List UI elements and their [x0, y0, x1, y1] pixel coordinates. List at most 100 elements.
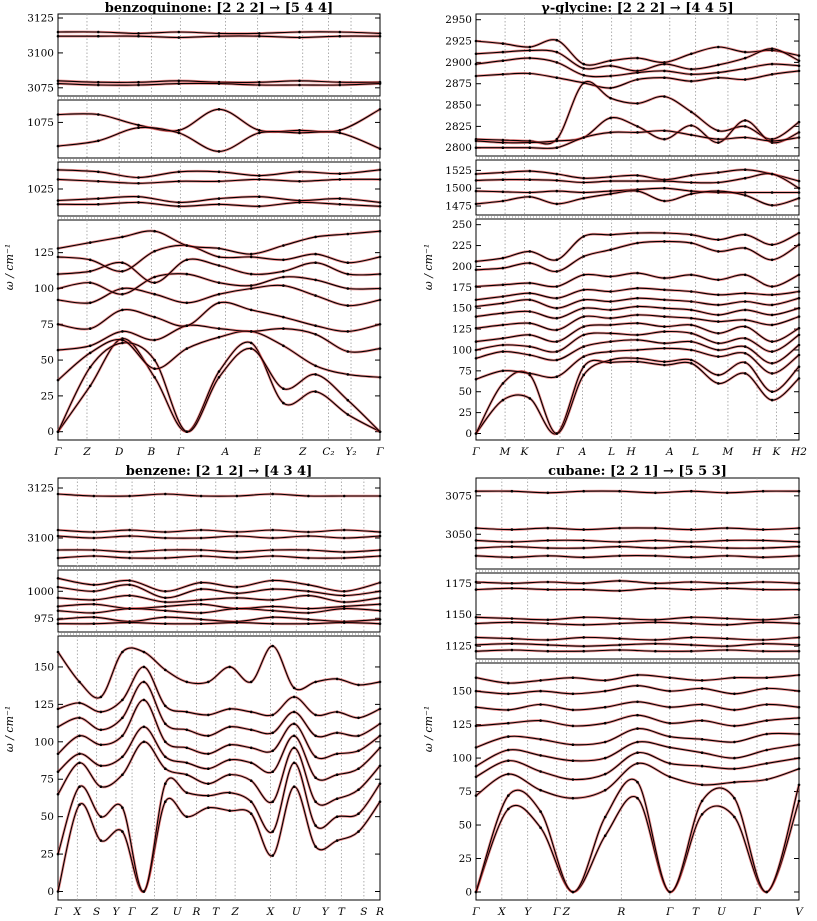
subplot-frame: [475, 477, 800, 570]
band-point: [765, 748, 768, 752]
band-point: [765, 778, 768, 781]
band-point: [346, 232, 350, 236]
band-point: [797, 59, 801, 62]
band-point: [528, 191, 532, 194]
band-point: [249, 728, 253, 732]
band-point: [298, 83, 301, 87]
y-tick-label: 75: [459, 365, 472, 377]
band-point: [603, 834, 607, 837]
band-point: [235, 585, 239, 589]
band-point: [733, 692, 736, 696]
band-point: [137, 201, 140, 204]
band-point: [292, 710, 296, 714]
band-point: [474, 315, 478, 318]
band-point: [555, 328, 559, 332]
band-line: [475, 580, 800, 584]
band-point: [56, 82, 60, 85]
band-point: [797, 705, 801, 709]
band-point: [217, 32, 221, 35]
band-point: [654, 539, 657, 542]
band-point: [636, 700, 639, 704]
band-point: [88, 327, 92, 330]
band-point: [177, 36, 181, 39]
band-point: [761, 556, 765, 559]
band-point: [690, 340, 693, 343]
band-point: [249, 255, 253, 259]
band-point: [92, 554, 96, 558]
band-point: [797, 179, 801, 183]
band-point: [88, 301, 92, 305]
band-line: [57, 529, 381, 533]
band-line: [57, 549, 381, 553]
band-point: [690, 580, 693, 584]
band-point: [56, 650, 60, 654]
x-tick-label: Γ: [555, 446, 564, 458]
band-point: [609, 175, 612, 179]
band-point: [258, 131, 261, 135]
band-point: [609, 358, 612, 362]
band-point: [582, 623, 585, 627]
band-point: [663, 186, 666, 190]
band-point: [770, 172, 774, 176]
band-point: [378, 255, 382, 259]
band-point: [663, 363, 666, 367]
subplot-frame: [475, 572, 800, 660]
band-point: [137, 195, 140, 198]
band-point: [271, 731, 275, 735]
band-point: [510, 540, 514, 544]
band-point: [121, 270, 124, 273]
band-point: [338, 129, 342, 132]
band-point: [258, 174, 261, 177]
band-point: [228, 758, 231, 762]
y-tick-label: 50: [41, 355, 54, 367]
band-point: [761, 539, 765, 542]
band-point: [717, 181, 720, 184]
band-point: [690, 616, 693, 619]
y-tick-label: 100: [34, 283, 54, 295]
band-point: [797, 273, 801, 277]
y-tick-label: 1075: [27, 117, 54, 129]
band-point: [501, 141, 505, 144]
band-point: [770, 204, 774, 207]
band-point: [636, 231, 639, 235]
band-point: [56, 298, 60, 302]
band-point: [717, 250, 720, 253]
band-point: [528, 146, 532, 149]
band-point: [378, 430, 382, 434]
band-point: [342, 621, 346, 624]
band-point: [555, 285, 559, 288]
band-point: [609, 316, 612, 320]
band-point: [555, 61, 559, 64]
band-point: [357, 830, 360, 833]
band-point: [346, 413, 350, 416]
band-point: [258, 205, 261, 208]
band-point: [314, 845, 317, 848]
band-point: [474, 775, 478, 779]
band-point: [797, 343, 801, 347]
band-point: [164, 536, 167, 540]
x-tick-label: L: [691, 446, 699, 458]
band-point: [92, 530, 96, 534]
band-point: [528, 345, 532, 348]
band-point: [164, 530, 167, 534]
band-point: [770, 323, 774, 327]
band-point: [717, 141, 720, 144]
x-tick-label: Γ: [752, 906, 761, 918]
band-point: [56, 199, 60, 202]
band-point: [271, 598, 275, 602]
band-point: [282, 344, 285, 348]
band-point: [335, 677, 339, 681]
band-uncertainty: [475, 305, 800, 320]
band-point: [99, 764, 103, 768]
band-point: [528, 321, 532, 325]
band-point: [539, 738, 542, 741]
band-point: [501, 350, 505, 353]
band-point: [121, 755, 124, 759]
band-point: [603, 772, 607, 776]
band-point: [307, 494, 310, 498]
band-point: [217, 197, 221, 200]
band-point: [298, 36, 301, 39]
band-point: [314, 680, 317, 684]
band-point: [378, 32, 382, 35]
band-point: [177, 201, 181, 204]
